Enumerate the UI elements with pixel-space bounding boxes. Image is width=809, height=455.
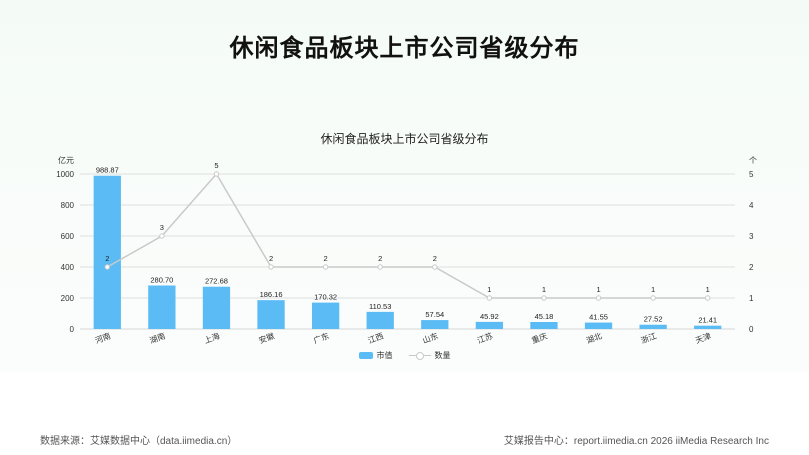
count-point <box>268 264 274 270</box>
bar-value-label: 170.32 <box>314 293 337 302</box>
bar-value-label: 45.92 <box>480 312 499 321</box>
count-point <box>104 264 110 270</box>
count-point <box>432 264 438 270</box>
bar-value-label: 186.16 <box>260 290 283 299</box>
count-point <box>377 264 383 270</box>
y-right-tick-label: 5 <box>749 170 754 179</box>
count-value-label: 1 <box>596 285 600 294</box>
bar-value-label: 21.41 <box>698 316 717 325</box>
bar-value-label: 41.55 <box>589 313 608 322</box>
bar-value-label: 57.54 <box>425 310 444 319</box>
bar <box>366 311 394 329</box>
chart-title: 休闲食品板块上市公司省级分布 <box>320 132 489 146</box>
chart-legend: 市值 数量 <box>0 350 809 361</box>
bar <box>694 325 722 329</box>
count-point <box>650 295 656 301</box>
count-value-label: 2 <box>433 254 437 263</box>
y-left-tick-label: 200 <box>61 294 75 303</box>
x-category-label: 江西 <box>367 331 385 345</box>
x-category-label: 重庆 <box>530 330 548 345</box>
x-category-label: 山东 <box>421 330 439 345</box>
count-value-label: 2 <box>378 254 382 263</box>
bar-value-label: 45.18 <box>535 312 554 321</box>
y-left-tick-label: 0 <box>70 325 75 334</box>
y-right-tick-label: 1 <box>749 294 754 303</box>
bar-value-label: 988.87 <box>96 166 119 175</box>
legend-label-market-value: 市值 <box>376 351 393 360</box>
count-value-label: 1 <box>542 285 546 294</box>
page-title: 休闲食品板块上市公司省级分布 <box>229 35 580 62</box>
count-point <box>159 233 165 239</box>
x-category-label: 上海 <box>203 330 221 345</box>
y-right-unit: 个 <box>749 156 757 165</box>
count-value-label: 2 <box>269 254 273 263</box>
count-value-label: 2 <box>105 254 109 263</box>
count-point <box>213 171 220 177</box>
y-left-unit: 亿元 <box>58 155 74 165</box>
bar <box>421 320 449 329</box>
y-left-tick-label: 400 <box>61 263 75 272</box>
x-category-label: 湖北 <box>585 331 603 345</box>
y-left-tick-label: 800 <box>61 201 75 210</box>
legend-item-count[interactable]: 数量 <box>408 350 451 361</box>
legend-bar-swatch <box>358 352 373 359</box>
count-point <box>595 295 602 301</box>
bar <box>530 321 558 329</box>
legend-line-marker <box>408 351 431 360</box>
count-value-label: 3 <box>160 223 164 232</box>
data-source-note: 数据来源：艾媒数据中心（data.iimedia.cn） <box>40 436 238 447</box>
y-left-tick-label: 600 <box>61 232 75 241</box>
count-value-label: 1 <box>487 285 491 294</box>
legend-label-count: 数量 <box>434 351 451 360</box>
y-right-tick-label: 3 <box>749 232 754 241</box>
bar <box>148 285 176 329</box>
x-category-label: 浙江 <box>639 330 657 345</box>
y-left-tick-label: 1000 <box>56 170 74 179</box>
bar-value-label: 27.52 <box>644 315 663 324</box>
bar <box>257 300 285 329</box>
bar <box>202 286 231 329</box>
bar <box>311 302 340 329</box>
x-category-label: 江苏 <box>476 330 494 345</box>
y-right-tick-label: 2 <box>749 263 754 272</box>
count-point <box>541 295 547 301</box>
x-category-label: 安徽 <box>257 330 275 345</box>
legend-item-market-value[interactable]: 市值 <box>358 350 393 361</box>
bar-value-label: 110.53 <box>369 302 391 311</box>
count-value-label: 2 <box>324 254 328 263</box>
x-category-label: 天津 <box>694 330 712 345</box>
header-background <box>0 0 809 372</box>
count-point <box>322 264 329 270</box>
count-point <box>486 295 493 301</box>
x-category-label: 广东 <box>312 330 330 345</box>
count-value-label: 5 <box>214 161 218 170</box>
bar-value-label: 272.68 <box>205 277 228 286</box>
count-value-label: 1 <box>706 285 710 294</box>
count-value-label: 1 <box>651 285 655 294</box>
y-right-tick-label: 4 <box>749 201 754 210</box>
y-right-tick-label: 0 <box>749 325 754 334</box>
x-category-label: 湖南 <box>148 330 166 345</box>
count-point <box>705 295 711 301</box>
count-line <box>106 172 708 299</box>
report-credit: 艾媒报告中心：report.iimedia.cn 2026 iiMedia Re… <box>503 436 769 447</box>
bar <box>475 321 504 329</box>
x-category-label: 河南 <box>94 330 112 345</box>
bar-value-label: 280.70 <box>150 275 173 284</box>
bar <box>639 324 667 329</box>
bar <box>93 175 121 329</box>
bar <box>584 322 613 329</box>
